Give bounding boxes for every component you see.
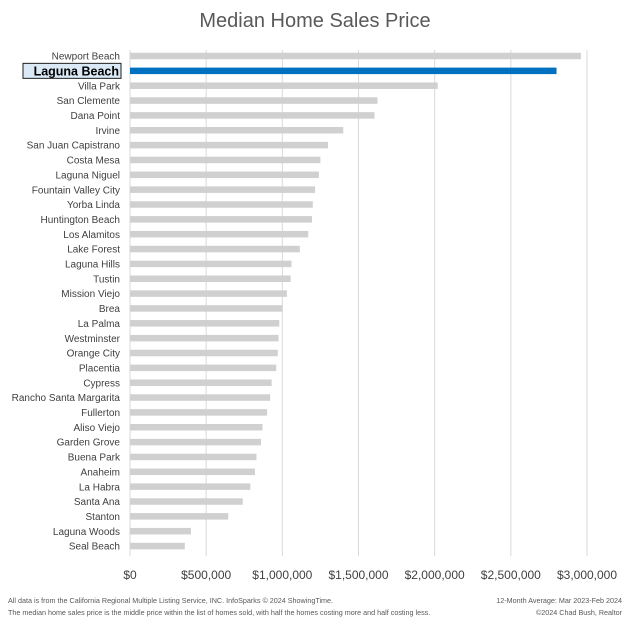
x-tick-label-2: $1,000,000 <box>252 568 312 582</box>
highlight-label-box <box>22 62 122 79</box>
bar-seal-beach <box>130 542 185 550</box>
category-label-orange-city: Orange City <box>67 349 120 360</box>
category-label-garden-grove: Garden Grove <box>57 438 121 449</box>
category-label-mission-viejo: Mission Viejo <box>61 289 120 300</box>
period-note: 12-Month Average: Mar 2023-Feb 2024 <box>496 596 622 605</box>
x-tick-label-6: $3,000,000 <box>557 568 617 582</box>
bar-buena-park <box>130 453 257 461</box>
bar-yorba-linda <box>130 201 313 208</box>
bar-cypress <box>130 379 272 386</box>
x-tick-label-1: $500,000 <box>181 568 231 582</box>
category-label-santa-ana: Santa Ana <box>74 497 121 508</box>
x-tick-label-0: $0 <box>123 568 137 582</box>
x-tick-label-4: $2,000,000 <box>405 568 465 582</box>
category-label-san-juan-capistrano: San Juan Capistrano <box>27 141 121 152</box>
definition-note: The median home sales price is the middl… <box>8 608 431 617</box>
category-label-cypress: Cypress <box>83 378 120 389</box>
bar-fountain-valley-city <box>130 186 316 193</box>
x-tick-label-5: $2,500,000 <box>481 568 541 582</box>
bar-laguna-beach <box>130 67 557 75</box>
bar-santa-ana <box>130 498 243 505</box>
category-label-newport-beach: Newport Beach <box>52 52 120 63</box>
category-label-buena-park: Buena Park <box>68 453 121 464</box>
bar-brea <box>130 305 283 312</box>
category-label-la-habra: La Habra <box>79 482 121 493</box>
category-label-laguna-niguel: Laguna Niguel <box>56 170 121 181</box>
category-label-costa-mesa: Costa Mesa <box>67 156 121 167</box>
category-label-dana-point: Dana Point <box>71 111 121 122</box>
bar-rancho-santa-margarita <box>130 394 271 401</box>
category-label-la-palma: La Palma <box>78 319 121 330</box>
bar-orange-city <box>130 349 278 357</box>
bar-placentia <box>130 364 277 372</box>
category-label-laguna-beach: Laguna Beach <box>34 64 119 78</box>
category-label-tustin: Tustin <box>93 274 120 285</box>
bar-los-alamitos <box>130 230 309 238</box>
bars <box>130 52 581 550</box>
bar-laguna-woods <box>130 527 191 535</box>
category-label-aliso-viejo: Aliso Viejo <box>73 423 120 434</box>
bar-costa-mesa <box>130 156 321 164</box>
bar-la-palma <box>130 320 280 327</box>
category-label-anaheim: Anaheim <box>81 467 120 478</box>
category-label-westminster: Westminster <box>65 334 121 345</box>
bar-stanton <box>130 513 229 520</box>
category-label-lake-forest: Lake Forest <box>67 245 120 256</box>
bar-westminster <box>130 334 279 342</box>
category-label-brea: Brea <box>99 304 121 315</box>
category-label-fullerton: Fullerton <box>81 408 120 419</box>
x-tick-label-3: $1,500,000 <box>328 568 388 582</box>
category-label-fountain-valley-city: Fountain Valley City <box>32 185 120 196</box>
gridlines <box>129 50 588 556</box>
bar-garden-grove <box>130 438 262 446</box>
category-label-rancho-santa-margarita: Rancho Santa Margarita <box>12 393 121 404</box>
bar-newport-beach <box>130 52 581 60</box>
bar-aliso-viejo <box>130 424 263 431</box>
category-label-placentia: Placentia <box>79 363 121 374</box>
category-label-los-alamitos: Los Alamitos <box>63 230 120 241</box>
bar-san-clemente <box>130 97 378 104</box>
bar-la-habra <box>130 483 251 490</box>
bar-huntington-beach <box>130 216 313 223</box>
category-label-laguna-woods: Laguna Woods <box>53 527 120 538</box>
bar-san-juan-capistrano <box>130 141 329 149</box>
bar-laguna-hills <box>130 260 292 268</box>
category-label-san-clemente: San Clemente <box>57 96 121 107</box>
x-axis-tick-labels: $0 $500,000 $1,000,000 $1,500,000 $2,000,000… <box>123 568 617 582</box>
category-label-laguna-hills: Laguna Hills <box>65 260 120 271</box>
bar-fullerton <box>130 409 268 416</box>
bar-mission-viejo <box>130 290 287 297</box>
category-label-yorba-linda: Yorba Linda <box>67 200 120 211</box>
category-label-villa-park: Villa Park <box>78 81 121 92</box>
bar-lake-forest <box>130 245 300 253</box>
bar-villa-park <box>130 82 438 89</box>
bar-tustin <box>130 275 291 282</box>
chart-title: Median Home Sales Price <box>199 10 431 32</box>
bar-irvine <box>130 127 344 134</box>
category-label-seal-beach: Seal Beach <box>69 542 120 553</box>
bar-dana-point <box>130 112 375 119</box>
category-label-huntington-beach: Huntington Beach <box>40 215 120 226</box>
copyright-note: ©2024 Chad Bush, Realtor <box>535 608 622 617</box>
category-label-stanton: Stanton <box>86 512 120 523</box>
bar-laguna-niguel <box>130 171 319 179</box>
source-note: All data is from the California Regional… <box>8 596 334 605</box>
category-label-irvine: Irvine <box>96 126 121 137</box>
bar-anaheim <box>130 468 255 476</box>
